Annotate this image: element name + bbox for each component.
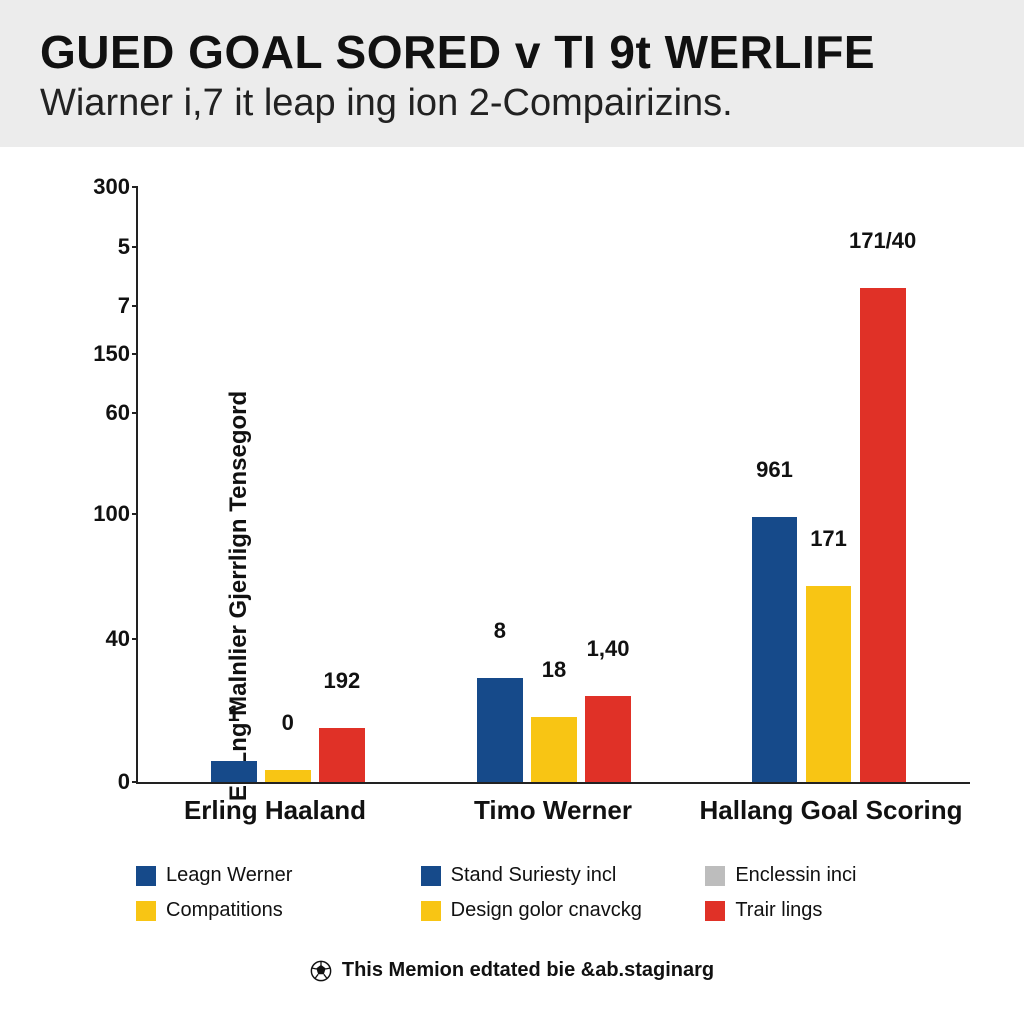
y-tick-label: 5 xyxy=(80,234,130,260)
bar-value-label: 8 xyxy=(494,618,506,648)
bar-value-label: 171 xyxy=(810,526,847,556)
bar-value-label: 1,40 xyxy=(587,636,630,666)
legend-item: Trair lings xyxy=(705,899,970,922)
legend-swatch xyxy=(421,901,441,921)
legend-label: Compatitions xyxy=(166,899,283,922)
y-tick-mark xyxy=(132,513,138,515)
bars-layer: 1 0 192 8 18 1,40 961 171 171/40 xyxy=(138,187,970,782)
bar xyxy=(585,696,631,782)
y-tick-mark xyxy=(132,353,138,355)
bar-value-label: 961 xyxy=(756,457,793,487)
page-title: GUED GOAL SORED v TI 9t WERLIFE xyxy=(40,28,984,76)
legend-item: Enclessin inci xyxy=(705,864,970,887)
legend-swatch xyxy=(705,901,725,921)
bar xyxy=(477,678,523,782)
legend-label: Design golor cnavckg xyxy=(451,899,642,922)
legend-swatch xyxy=(705,866,725,886)
bar xyxy=(806,586,852,782)
legend-swatch xyxy=(136,901,156,921)
bar xyxy=(319,728,365,782)
y-tick-mark xyxy=(132,246,138,248)
y-tick-mark xyxy=(132,638,138,640)
x-group-label: Timo Werner xyxy=(414,795,692,826)
legend-item: Stand Suriesty incl xyxy=(421,864,686,887)
bar xyxy=(265,770,311,782)
bar-value-label: 192 xyxy=(323,668,360,698)
bar-value-label: 1 xyxy=(228,701,240,731)
footer: This Memion edtated bie &ab.staginarg xyxy=(44,959,980,982)
bar xyxy=(752,517,798,782)
legend-item: Compatitions xyxy=(136,899,401,922)
bar-value-label: 171/40 xyxy=(849,228,916,258)
football-icon xyxy=(310,960,332,982)
page: GUED GOAL SORED v TI 9t WERLIFE Wiarner … xyxy=(0,0,1024,1024)
legend-label: Enclessin inci xyxy=(735,864,856,887)
plot-area: 101928181,40961171171/40 300571506010040… xyxy=(136,187,970,784)
header: GUED GOAL SORED v TI 9t WERLIFE Wiarner … xyxy=(0,0,1024,147)
chart-inner: ErrLng Malnlier Gjerrlign Tensegord 1019… xyxy=(44,177,980,1014)
bar-value-label: 0 xyxy=(282,710,294,740)
bar xyxy=(860,288,906,782)
bar xyxy=(531,717,577,782)
legend: Leagn Werner Stand Suriesty incl Enclessin… xyxy=(136,864,970,922)
y-tick-label: 0 xyxy=(80,769,130,795)
bar xyxy=(211,761,257,782)
legend-swatch xyxy=(136,866,156,886)
page-subtitle: Wiarner i,7 it leap ing ion 2-Compairizi… xyxy=(40,82,984,125)
y-tick-mark xyxy=(132,412,138,414)
y-tick-label: 7 xyxy=(80,293,130,319)
legend-item: Design golor cnavckg xyxy=(421,899,686,922)
bar-value-label: 18 xyxy=(542,657,566,687)
legend-label: Leagn Werner xyxy=(166,864,292,887)
x-axis-labels: Erling HaalandTimo WernerHallang Goal Sc… xyxy=(136,795,970,826)
y-tick-label: 40 xyxy=(80,626,130,652)
y-tick-mark xyxy=(132,305,138,307)
y-tick-label: 100 xyxy=(80,501,130,527)
y-tick-mark xyxy=(132,781,138,783)
x-group-label: Hallang Goal Scoring xyxy=(692,795,970,826)
legend-label: Trair lings xyxy=(735,899,822,922)
legend-item: Leagn Werner xyxy=(136,864,401,887)
chart-frame: ErrLng Malnlier Gjerrlign Tensegord 1019… xyxy=(0,147,1024,1024)
legend-swatch xyxy=(421,866,441,886)
footer-text: This Memion edtated bie &ab.staginarg xyxy=(342,959,714,982)
y-tick-label: 150 xyxy=(80,341,130,367)
y-tick-label: 60 xyxy=(80,400,130,426)
y-tick-mark xyxy=(132,186,138,188)
y-tick-label: 300 xyxy=(80,174,130,200)
legend-label: Stand Suriesty incl xyxy=(451,864,617,887)
x-group-label: Erling Haaland xyxy=(136,795,414,826)
